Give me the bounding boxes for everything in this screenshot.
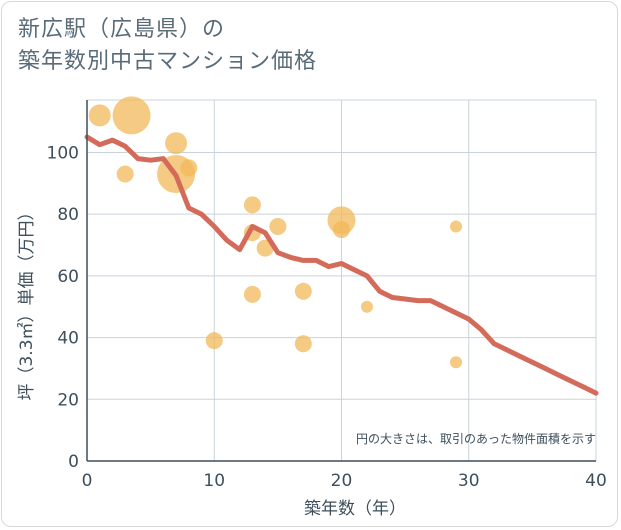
x-axis-title: 築年数（年） (304, 499, 406, 519)
chart-title-line2: 築年数別中古マンション価格 (18, 49, 318, 74)
x-tick-label: 30 (458, 471, 480, 491)
y-tick-label: 80 (57, 205, 79, 225)
bubble-point (360, 300, 373, 313)
chart-title-line1: 新広駅（広島県）の (18, 17, 226, 42)
bubble-point (294, 282, 312, 300)
bubble-point (88, 104, 111, 127)
size-note: 円の大きさは、取引のあった物件面積を示す (356, 431, 596, 446)
tick-labels: 0 10 20 30 40 0 20 40 60 80 100 (47, 143, 607, 491)
x-tick-label: 10 (203, 471, 225, 491)
bubble-point (112, 96, 151, 135)
y-tick-label: 60 (57, 267, 79, 287)
x-tick-label: 40 (585, 471, 607, 491)
bubble-point (450, 220, 463, 233)
grid-lines (86, 99, 597, 462)
chart-title: 新広駅（広島県）の 築年数別中古マンション価格 (18, 14, 317, 78)
y-tick-label: 0 (68, 452, 79, 472)
bubble-point (165, 132, 188, 155)
trend-line (84, 134, 599, 396)
bubble-point (450, 356, 463, 369)
bubble-point (243, 285, 261, 303)
bubble-point (180, 159, 198, 177)
axes (86, 100, 596, 462)
y-axis-title: 坪（3.3㎡）単価（万円） (17, 203, 37, 400)
y-tick-label: 100 (47, 143, 79, 163)
bubble-point (269, 218, 287, 236)
y-tick-label: 20 (57, 390, 79, 410)
bubble-point (243, 196, 261, 214)
trend-series (84, 134, 599, 396)
bubble-series (88, 96, 463, 369)
bubble-point (116, 165, 134, 183)
bubble-point (205, 332, 223, 350)
x-tick-label: 20 (331, 471, 353, 491)
x-tick-label: 0 (82, 471, 93, 491)
y-tick-label: 40 (57, 329, 79, 349)
bubble-point (333, 221, 350, 239)
bubble-point (294, 335, 312, 353)
